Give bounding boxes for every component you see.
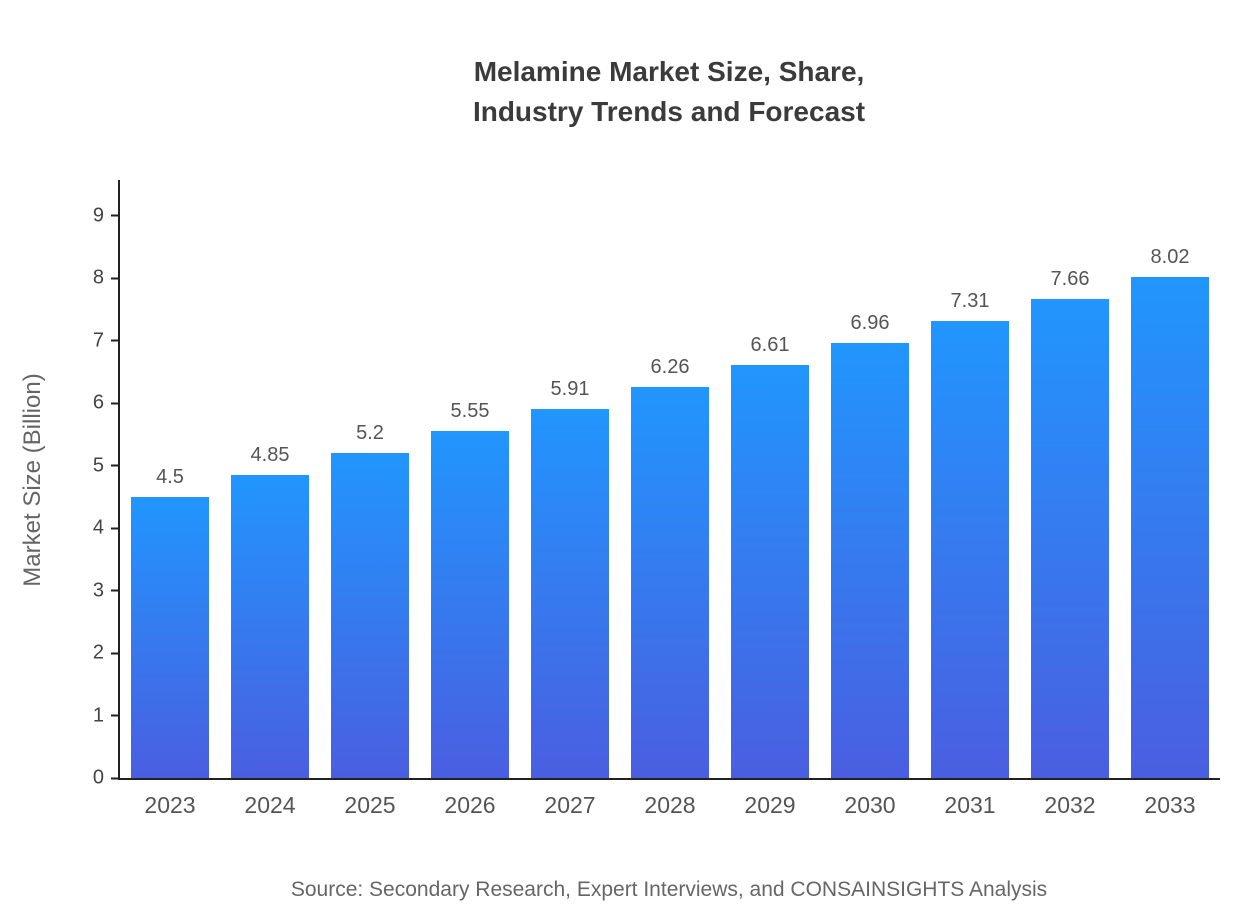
bar: 6.96 (831, 312, 909, 778)
x-axis-tick-label: 2031 (944, 792, 996, 818)
y-tick-mark (111, 777, 120, 779)
bar-slot: 5.55 (420, 180, 520, 778)
y-tick: 9 (93, 204, 120, 227)
bar-value-label: 8.02 (1150, 245, 1190, 268)
bar: 5.91 (531, 378, 609, 778)
bar-value-label: 5.2 (356, 422, 384, 444)
bar-value-label: 7.31 (950, 290, 990, 313)
bar: 8.02 (1131, 246, 1209, 778)
y-axis-label: Market Size (Billion) (19, 373, 46, 587)
bar: 7.66 (1031, 268, 1109, 778)
y-tick: 2 (93, 642, 120, 665)
y-tick-mark (111, 277, 120, 279)
bar-slot: 7.66 (1020, 180, 1120, 778)
chart-title-line2: Industry Trends and Forecast (472, 96, 866, 127)
y-tick-label: 2 (92, 641, 104, 664)
bar-slot: 6.96 (820, 180, 920, 778)
plot-area: 0 1 2 3 4 5 6 7 8 9 4.5 4.85 5.2 5.55 5.91 6.26 6.61 6.9… (93, 180, 1220, 818)
x-axis-tick-label: 2023 (144, 792, 196, 818)
chart-title-line1: Melamine Market Size, Share, (473, 56, 865, 87)
x-axis-tick-label: 2024 (244, 792, 296, 818)
bar-value-label: 7.66 (1050, 268, 1090, 291)
y-tick: 4 (93, 517, 120, 540)
bar: 7.31 (931, 290, 1009, 778)
y-tick: 8 (93, 267, 120, 290)
source-caption: Source: Secondary Research, Expert Inter… (290, 878, 1048, 901)
bar-value-label: 4.5 (156, 465, 184, 488)
x-axis-tick-label: 2025 (344, 792, 396, 818)
bar-value-label: 4.85 (250, 443, 290, 466)
y-tick-mark (111, 214, 120, 217)
y-tick-label: 1 (92, 704, 104, 726)
bar: 6.61 (731, 334, 809, 778)
y-tick: 1 (93, 704, 120, 727)
bar-slot: 5.91 (520, 180, 620, 778)
bar-slot: 8.02 (1120, 180, 1220, 778)
bar-slot: 7.31 (920, 180, 1020, 778)
x-axis-labels: 2023 2024 2025 2026 2027 2028 2029 2030 2031 2032… (120, 778, 1220, 819)
y-tick-mark (111, 402, 120, 404)
x-axis-tick-label: 2028 (644, 792, 696, 818)
bar-value-label: 5.55 (450, 400, 490, 423)
y-tick-label: 6 (92, 391, 104, 414)
y-tick-mark (111, 527, 120, 529)
bar: 4.5 (131, 466, 209, 778)
bar: 6.26 (631, 356, 709, 778)
y-tick-label: 9 (92, 204, 104, 226)
x-axis-tick-label: 2030 (844, 792, 896, 818)
y-tick-label: 0 (92, 766, 104, 789)
x-axis-tick-label: 2026 (444, 792, 496, 818)
bar-slot: 5.2 (320, 180, 420, 778)
x-axis-tick-label: 2029 (744, 792, 796, 818)
y-tick-mark (111, 714, 120, 717)
bar-slot: 6.26 (620, 180, 720, 778)
bars-container: 4.5 4.85 5.2 5.55 5.91 6.26 6.61 6.96 7.31 7.66 8.… (120, 180, 1220, 778)
x-axis-tick-label: 2033 (1144, 792, 1196, 818)
y-tick-label: 8 (92, 266, 104, 289)
y-tick-label: 7 (92, 329, 104, 351)
bar-value-label: 6.61 (750, 333, 790, 356)
y-tick-mark (111, 464, 120, 467)
bar-value-label: 6.26 (650, 355, 690, 378)
x-axis-tick-label: 2032 (1044, 792, 1096, 818)
chart-title: Melamine Market Size, Share, Industry Tr… (118, 52, 1220, 132)
y-tick-mark (111, 652, 120, 654)
y-tick: 6 (93, 392, 120, 415)
y-tick: 7 (93, 329, 120, 352)
y-tick: 5 (93, 454, 120, 477)
bar-value-label: 6.96 (850, 312, 890, 334)
y-tick: 3 (93, 579, 120, 602)
bar-slot: 4.85 (220, 180, 320, 778)
y-tick-mark (111, 589, 120, 592)
bar-slot: 4.5 (120, 180, 220, 778)
bar-slot: 6.61 (720, 180, 820, 778)
y-tick-mark (111, 339, 120, 342)
y-tick: 0 (93, 767, 120, 790)
bar: 4.85 (231, 444, 309, 778)
y-tick-label: 5 (92, 454, 104, 476)
y-tick-label: 4 (92, 516, 104, 539)
bar: 5.2 (331, 422, 409, 778)
x-axis-tick-label: 2027 (544, 792, 596, 818)
bar-value-label: 5.91 (550, 377, 590, 400)
y-tick-label: 3 (92, 579, 104, 601)
bar: 5.55 (431, 400, 509, 778)
